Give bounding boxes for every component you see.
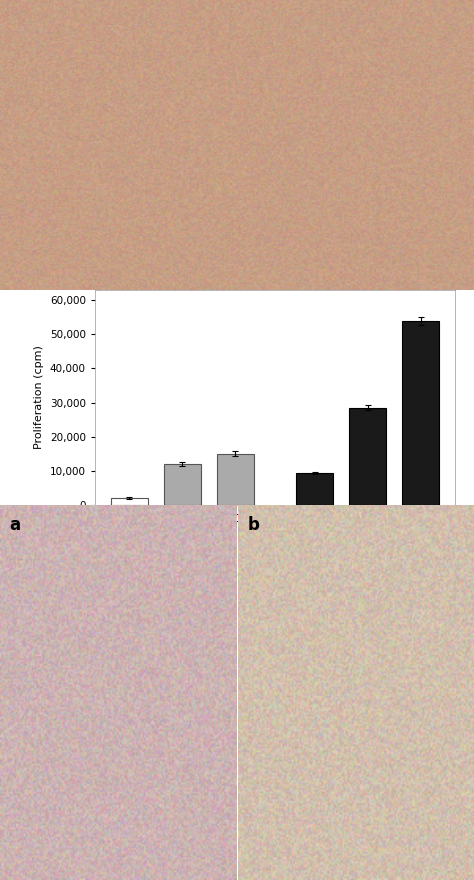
Y-axis label: Proliferation (cpm): Proliferation (cpm): [34, 346, 44, 450]
Bar: [349, 407, 386, 505]
Bar: [164, 464, 201, 505]
Text: Metronidazole (µg): Metronidazole (µg): [160, 569, 258, 580]
Text: b: b: [247, 517, 259, 534]
Text: Ceftriaxone (µg): Ceftriaxone (µg): [325, 569, 410, 580]
Bar: [296, 473, 333, 505]
Bar: [217, 454, 254, 505]
Bar: [402, 320, 439, 505]
Text: a: a: [9, 517, 20, 534]
Bar: [111, 498, 148, 505]
